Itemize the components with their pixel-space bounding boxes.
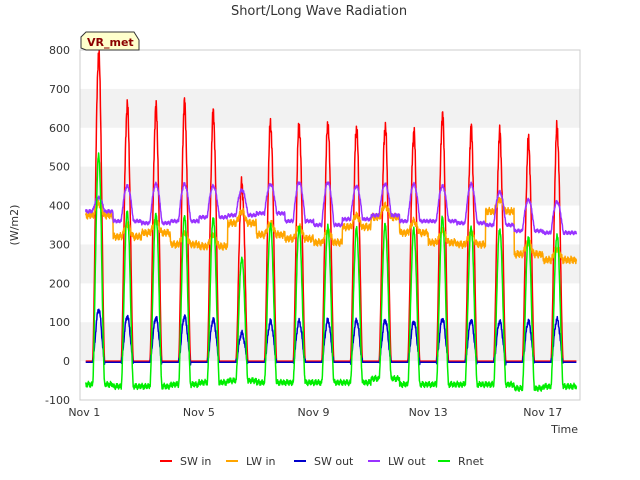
chart-title: Short/Long Wave Radiation xyxy=(231,4,407,19)
y-tick-label: 700 xyxy=(49,83,70,96)
x-tick-label: Nov 13 xyxy=(409,406,448,419)
series-line-sw-in xyxy=(85,49,577,362)
y-tick-label: 500 xyxy=(49,161,70,174)
x-axis-ticks: Nov 1 Nov 5 Nov 9 Nov 13 Nov 17 xyxy=(68,406,562,419)
plot-frame xyxy=(79,49,581,401)
y-tick-label: 200 xyxy=(49,277,70,290)
series-line-lw-out xyxy=(84,181,578,236)
x-tick-label: Nov 1 xyxy=(68,406,100,419)
series-line-lw-in xyxy=(84,196,578,265)
y-tick-label: 800 xyxy=(49,44,70,57)
legend-label: SW in xyxy=(180,455,211,468)
y-tick-label: 100 xyxy=(49,316,70,329)
x-tick-label: Nov 5 xyxy=(183,406,215,419)
y-tick-label: -100 xyxy=(45,394,70,407)
legend-label: SW out xyxy=(314,455,354,468)
legend-label: LW out xyxy=(388,455,426,468)
y-tick-label: 300 xyxy=(49,238,70,251)
site-tag: VR_met xyxy=(80,31,140,51)
y-tick-label: 600 xyxy=(49,122,70,135)
y-tick-label: 0 xyxy=(63,355,70,368)
y-axis-label: (W/m2) xyxy=(8,205,21,246)
site-tag-label: VR_met xyxy=(87,36,134,49)
legend-label: LW in xyxy=(246,455,276,468)
x-tick-label: Nov 9 xyxy=(298,406,330,419)
site-tag-box xyxy=(80,31,140,51)
grid-band xyxy=(80,88,580,128)
y-tick-label: 400 xyxy=(49,200,70,213)
legend: SW in LW in SW out LW out Rnet xyxy=(160,455,484,468)
series-line-rnet xyxy=(84,152,578,393)
x-axis-label: Time xyxy=(550,423,578,436)
series-layer xyxy=(84,49,578,393)
x-tick-label: Nov 17 xyxy=(523,406,562,419)
y-axis-ticks: -100 0 100 200 300 400 500 600 700 800 xyxy=(45,44,70,407)
legend-label: Rnet xyxy=(458,455,484,468)
